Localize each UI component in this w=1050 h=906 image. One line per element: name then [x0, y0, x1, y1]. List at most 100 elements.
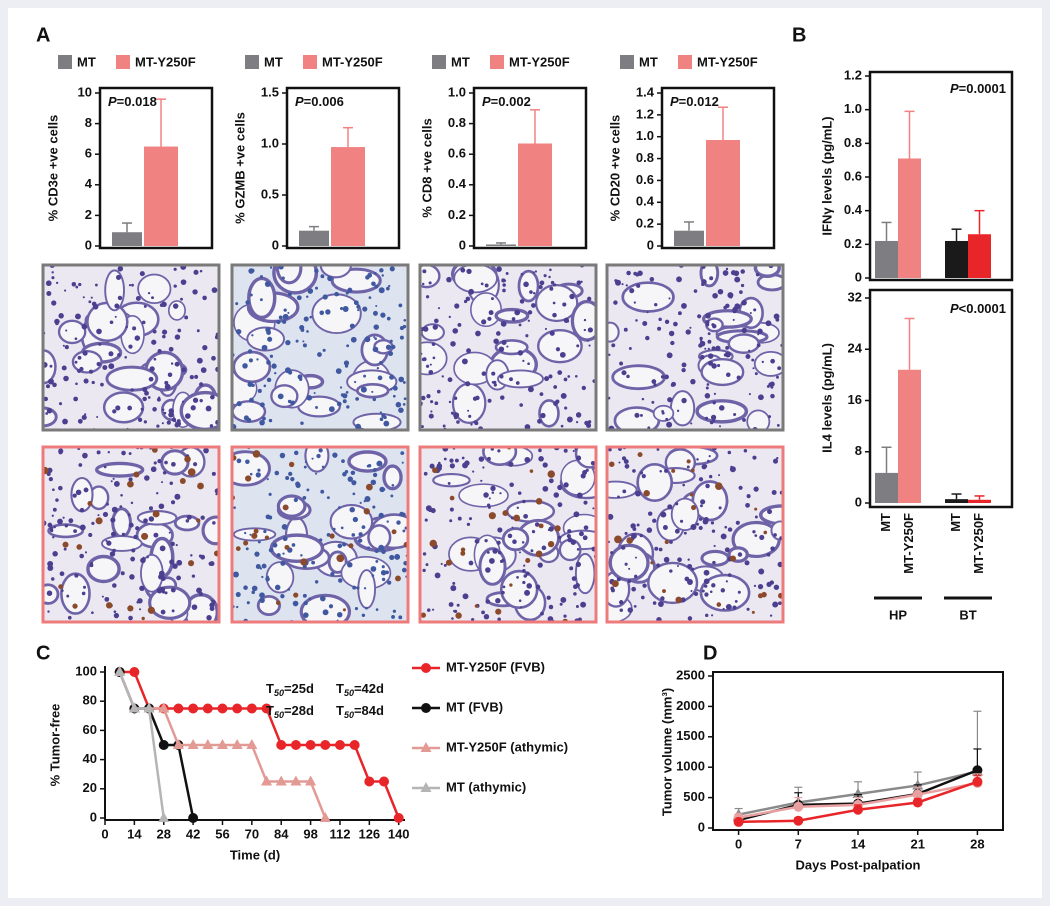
tissue-nucleus	[262, 416, 266, 421]
tissue-stain	[133, 471, 140, 478]
tissue-nucleus	[245, 459, 250, 465]
tissue-nucleus	[544, 327, 547, 330]
tissue-nucleus	[654, 302, 658, 307]
tissue-nucleus	[374, 337, 377, 341]
tissue-nucleus	[501, 558, 505, 563]
tissue-stain	[284, 544, 290, 550]
tissue-nucleus	[193, 269, 199, 275]
tissue-nucleus	[112, 409, 117, 414]
tissue-nucleus	[192, 397, 199, 403]
tissue-nucleus	[161, 329, 168, 335]
tissue-nucleus	[442, 424, 446, 428]
tissue-border	[230, 263, 410, 432]
tissue-nucleus	[573, 592, 577, 596]
tissue-nucleus	[185, 413, 191, 419]
y-tick-label: 0.8	[448, 115, 466, 130]
tissue-nucleus	[268, 492, 272, 496]
tissue-nucleus	[480, 282, 484, 286]
tissue-nucleus	[746, 607, 750, 611]
tissue-nucleus	[434, 572, 441, 579]
tissue-stain	[197, 482, 204, 490]
tissue-nucleus	[376, 366, 380, 370]
y-tick-label: 1.0	[448, 84, 466, 99]
tissue-nucleus	[474, 421, 479, 426]
y-tick-label: 0.6	[844, 168, 862, 183]
tissue-lumen	[246, 326, 285, 352]
tissue-nucleus	[163, 411, 167, 415]
tissue-nucleus	[553, 401, 558, 406]
tissue-nucleus	[563, 317, 569, 323]
tissue-nucleus	[687, 616, 693, 621]
tissue-nucleus	[83, 487, 89, 493]
tissue-nucleus	[687, 558, 690, 561]
tissue-nucleus	[266, 575, 269, 578]
tissue-nucleus	[624, 531, 628, 535]
tissue-nucleus	[206, 615, 212, 621]
tissue-nucleus	[639, 533, 643, 538]
tissue-nucleus	[255, 563, 261, 570]
tissue-nucleus	[676, 564, 679, 568]
tissue-lumen	[746, 409, 771, 430]
tissue-stain	[300, 558, 308, 566]
group-label: HP	[889, 607, 907, 622]
tissue-nucleus	[778, 601, 782, 606]
tissue-nucleus	[610, 588, 615, 593]
tissue-nucleus	[389, 387, 393, 391]
tissue-nucleus	[669, 569, 673, 573]
x-tick-label: 42	[186, 826, 200, 841]
tissue-nucleus	[51, 300, 57, 306]
tissue-nucleus	[529, 290, 533, 294]
tissue-nucleus	[621, 370, 627, 376]
tissue-lumen	[329, 504, 374, 540]
tissue-nucleus	[522, 499, 526, 504]
tissue-nucleus	[522, 580, 526, 585]
tissue-nucleus	[280, 594, 285, 599]
y-tick-label: 0.5	[261, 186, 279, 201]
tissue-nucleus	[199, 269, 203, 273]
tissue-nucleus	[47, 522, 53, 528]
tissue-nucleus	[707, 459, 710, 463]
tissue-nucleus	[124, 356, 127, 359]
tissue-nucleus	[351, 533, 356, 537]
tissue-nucleus	[75, 382, 78, 386]
tissue-nucleus	[345, 390, 349, 394]
tissue-nucleus	[164, 460, 168, 465]
tissue-nucleus	[176, 559, 183, 566]
tissue-nucleus	[518, 551, 521, 554]
tissue-stain	[626, 537, 633, 544]
tissue-nucleus	[235, 591, 241, 598]
tissue-nucleus	[309, 315, 313, 319]
tissue-nucleus	[724, 547, 730, 553]
tissue-nucleus	[364, 336, 371, 343]
tissue-nucleus	[248, 358, 253, 363]
tissue-nucleus	[690, 523, 697, 530]
tissue-nucleus	[367, 272, 373, 278]
tissue-nucleus	[701, 589, 705, 593]
tissue-nucleus	[362, 306, 368, 312]
tissue-nucleus	[580, 601, 587, 608]
tissue-nucleus	[94, 283, 98, 287]
tissue-nucleus	[104, 596, 110, 602]
plot-frame	[285, 86, 401, 250]
marker	[231, 739, 243, 749]
tissue-nucleus	[708, 455, 711, 458]
marker	[246, 739, 258, 749]
tissue-nucleus	[552, 301, 556, 305]
tissue-nucleus	[689, 326, 692, 329]
tissue-nucleus	[539, 280, 545, 286]
tissue-nucleus	[167, 372, 173, 378]
tissue-nucleus	[570, 539, 577, 545]
tissue-nucleus	[735, 520, 740, 525]
tissue-nucleus	[361, 613, 366, 618]
tissue-nucleus	[328, 604, 334, 609]
tissue-stain	[474, 604, 479, 608]
tissue-nucleus	[266, 377, 272, 383]
tissue-nucleus	[523, 564, 526, 567]
tissue-nucleus	[291, 543, 296, 547]
tissue-nucleus	[640, 595, 645, 600]
tissue-nucleus	[467, 409, 470, 412]
tissue-nucleus	[139, 608, 142, 611]
tissue-nucleus	[372, 346, 379, 353]
tissue-nucleus	[548, 478, 554, 484]
tissue-nucleus	[306, 488, 310, 492]
